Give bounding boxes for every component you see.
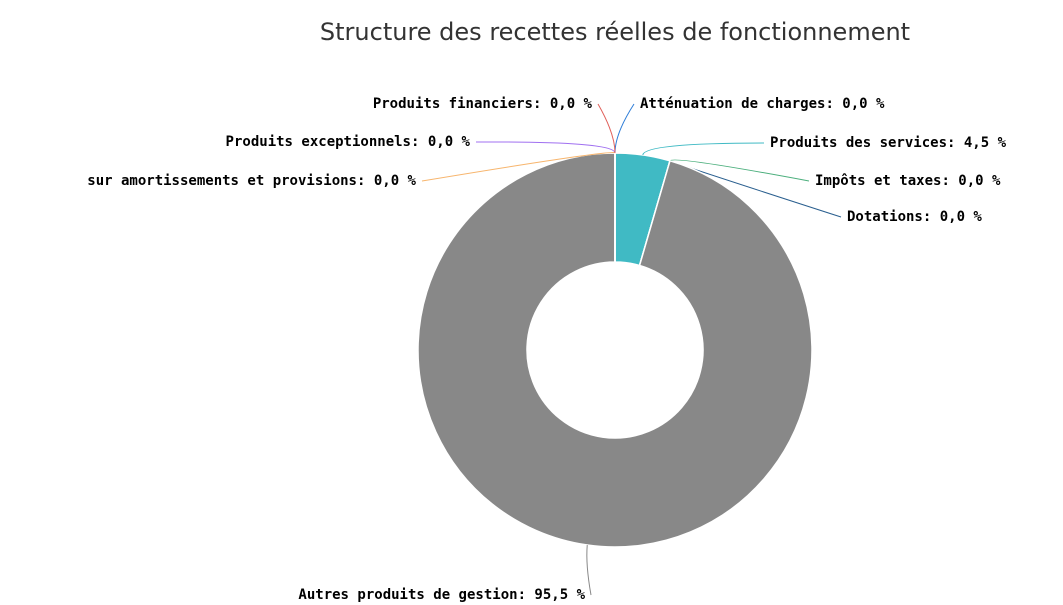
label-value: 0,0 % xyxy=(428,134,471,150)
connector xyxy=(642,142,765,156)
chart-title: Structure des recettes réelles de foncti… xyxy=(320,18,910,46)
label-name: Produits des services xyxy=(770,135,947,151)
label-name: Produits exceptionnels xyxy=(226,134,411,150)
label-value: 0,0 % xyxy=(940,209,983,225)
data-label: Produits des services: 4,5 % xyxy=(770,135,1007,151)
connector xyxy=(586,544,592,596)
connector xyxy=(614,103,635,154)
data-label: Autres produits de gestion: 95,5 % xyxy=(298,587,585,603)
connector xyxy=(421,152,616,182)
label-value: 0,0 % xyxy=(374,173,417,189)
label-name: Autres produits de gestion xyxy=(298,587,517,603)
label-name: sur amortissements et provisions xyxy=(87,173,357,189)
data-label: sur amortissements et provisions: 0,0 % xyxy=(87,173,416,189)
connector xyxy=(475,141,616,154)
connector xyxy=(669,159,810,182)
label-value: 0,0 % xyxy=(842,96,885,112)
label-value: 95,5 % xyxy=(534,587,585,603)
label-name: Dotations xyxy=(847,209,923,225)
connector xyxy=(597,103,616,154)
label-name: Produits financiers xyxy=(373,96,533,112)
slice xyxy=(417,152,813,548)
label-value: 0,0 % xyxy=(550,96,593,112)
data-label: Produits financiers: 0,0 % xyxy=(373,96,593,112)
data-label: Impôts et taxes: 0,0 % xyxy=(815,173,1001,189)
data-label: Dotations: 0,0 % xyxy=(847,209,982,225)
data-label: Produits exceptionnels: 0,0 % xyxy=(226,134,471,150)
data-label: Atténuation de charges: 0,0 % xyxy=(640,96,885,112)
label-name: Impôts et taxes xyxy=(815,173,941,189)
label-value: 0,0 % xyxy=(958,173,1001,189)
label-name: Atténuation de charges xyxy=(640,96,825,112)
label-value: 4,5 % xyxy=(964,135,1007,151)
